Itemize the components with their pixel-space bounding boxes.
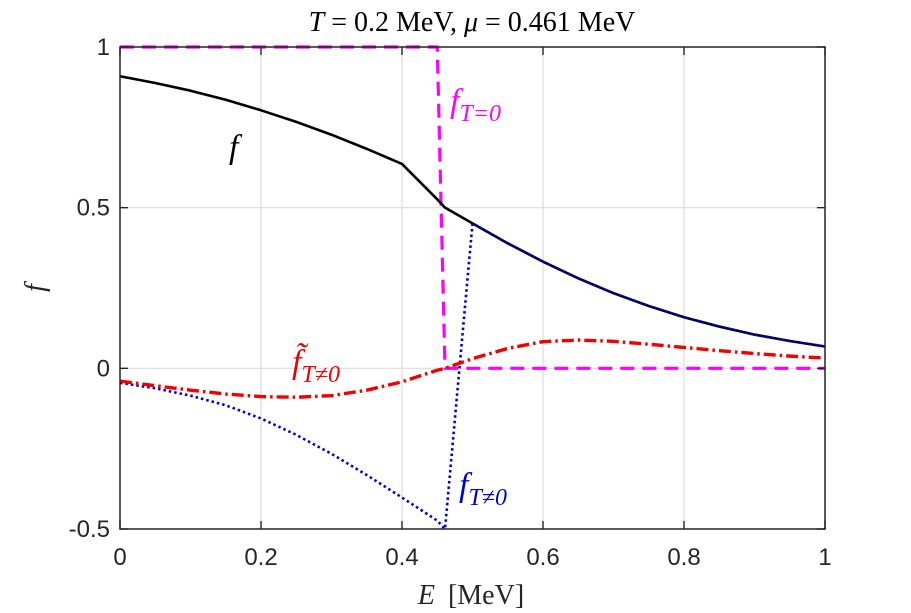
series-line-f-T-0- bbox=[119, 338, 826, 399]
x-tick-label: 0.8 bbox=[667, 544, 700, 571]
y-tick-label: 0.5 bbox=[77, 195, 110, 222]
y-axis-label: f bbox=[20, 281, 51, 292]
y-tick-label: -0.5 bbox=[69, 516, 110, 543]
x-axis-label: E [MeV] bbox=[417, 580, 524, 611]
x-tick-label: 0.4 bbox=[385, 544, 418, 571]
series-line-f-T-0- bbox=[119, 222, 826, 531]
x-tick-label: 0.6 bbox=[526, 544, 559, 571]
series-line-f bbox=[119, 74, 826, 348]
y-tick-label: 0 bbox=[97, 355, 110, 382]
plot-frame bbox=[119, 46, 826, 530]
title-T-value: = 0.2 MeV, bbox=[331, 7, 464, 38]
x-tick-label: 0 bbox=[113, 544, 126, 571]
title-mu-symbol: μ bbox=[463, 7, 478, 38]
title-mu-value: = 0.461 MeV bbox=[485, 7, 635, 38]
x-axis-label-symbol: E bbox=[417, 580, 435, 611]
y-tick-label: 1 bbox=[97, 34, 110, 61]
x-tick-label: 1 bbox=[818, 544, 831, 571]
chart-title: T = 0.2 MeV, μ = 0.461 MeV bbox=[309, 7, 636, 38]
annotation-f-T0: fT=0 bbox=[450, 83, 501, 127]
x-axis-label-unit: [MeV] bbox=[448, 580, 524, 611]
x-tick-label: 0.2 bbox=[244, 544, 277, 571]
annotation-f: f bbox=[229, 129, 243, 166]
annotation-f-Tne0: fT≠0 bbox=[459, 467, 507, 511]
annotation-ftilde-Tne0: f̃T≠0 bbox=[292, 342, 340, 388]
axis-ticks: 0 0.2 0.4 0.6 0.8 1-0.500.51 bbox=[69, 34, 832, 571]
title-T-symbol: T bbox=[309, 7, 327, 38]
